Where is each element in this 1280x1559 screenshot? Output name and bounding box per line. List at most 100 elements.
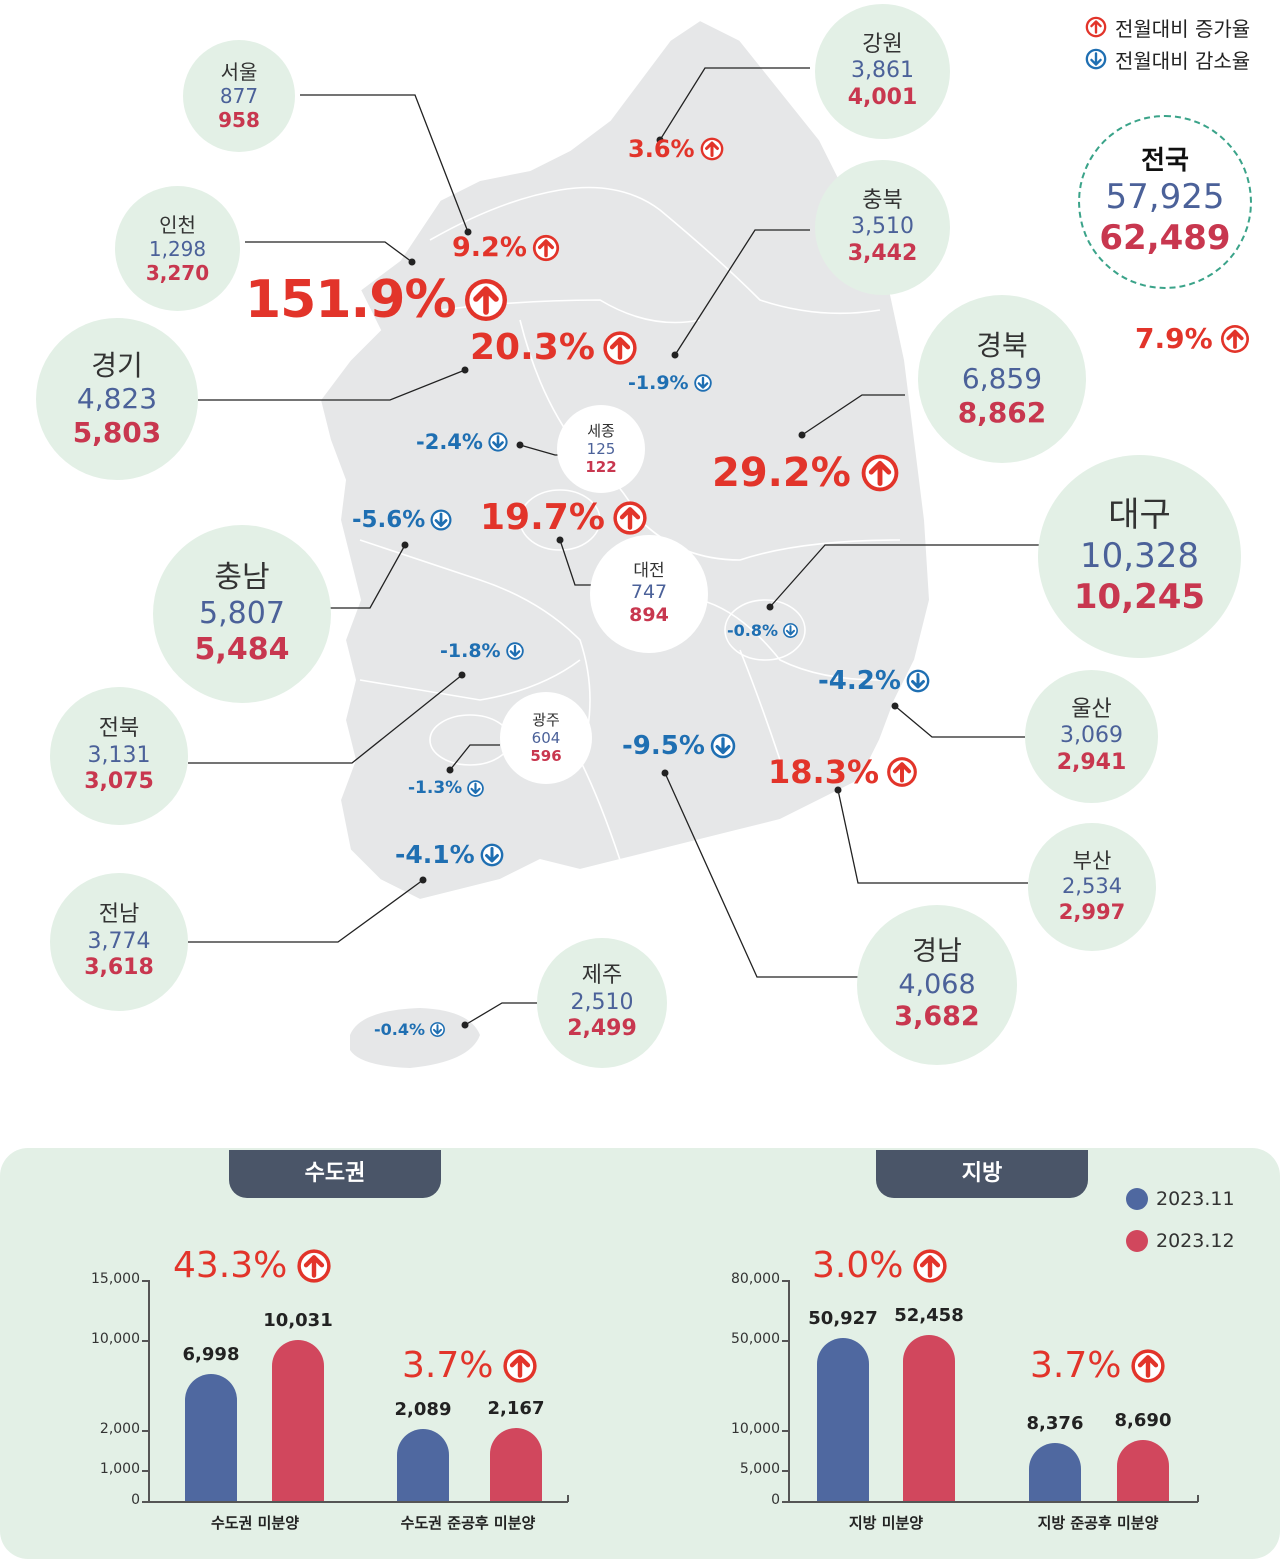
change-value: -1.8% bbox=[440, 640, 501, 662]
region-name: 부산 bbox=[1072, 849, 1112, 874]
change-gyeongnam: -9.5% bbox=[622, 731, 737, 761]
region-name: 충남 bbox=[214, 560, 270, 595]
arrow-down-circle-icon bbox=[782, 622, 799, 639]
change-ulsan: -4.2% bbox=[818, 666, 931, 696]
arrow-up-circle-icon bbox=[462, 276, 510, 324]
change-jeonbuk: -1.8% bbox=[440, 640, 525, 662]
region-name: 경기 bbox=[91, 348, 143, 382]
change-value: 3.7% bbox=[1030, 1345, 1122, 1386]
region-name: 전북 bbox=[98, 716, 140, 742]
region-jeju: 제주 2,510 2,499 bbox=[537, 938, 667, 1068]
change-value: 18.3% bbox=[768, 753, 880, 791]
national-change: 7.9% bbox=[1135, 322, 1251, 355]
region-curr: 122 bbox=[585, 458, 617, 476]
region-prev: 4,823 bbox=[76, 382, 158, 416]
change-jeju: -0.4% bbox=[374, 1020, 446, 1039]
change-value: -9.5% bbox=[622, 731, 705, 761]
chart-title-capital: 수도권 bbox=[229, 1150, 441, 1198]
change-chungnam: -5.6% bbox=[352, 507, 453, 533]
arrow-down-circle-icon bbox=[487, 431, 509, 453]
change-busan: 18.3% bbox=[768, 753, 919, 791]
legend-decrease: 전월대비 감소율 bbox=[1085, 44, 1250, 74]
change-value: -1.9% bbox=[628, 372, 689, 394]
chart-legend-prev: 2023.11 bbox=[1126, 1185, 1235, 1213]
change-local-completed: 3.7% bbox=[1030, 1345, 1167, 1386]
change-sejong: -2.4% bbox=[416, 430, 509, 454]
change-capital-unsold: 43.3% bbox=[173, 1245, 333, 1286]
national-prev: 57,925 bbox=[1105, 176, 1225, 217]
region-prev: 2,510 bbox=[570, 989, 634, 1015]
region-busan: 부산 2,534 2,997 bbox=[1028, 823, 1156, 951]
change-value: -4.1% bbox=[395, 840, 475, 869]
region-curr: 2,997 bbox=[1058, 899, 1126, 924]
national-circle: 전국 57,925 62,489 bbox=[1078, 115, 1252, 289]
chart-legend-curr: 2023.12 bbox=[1126, 1227, 1235, 1255]
change-value: 43.3% bbox=[173, 1245, 288, 1286]
change-capital-completed: 3.7% bbox=[402, 1345, 539, 1386]
region-gangwon: 강원 3,861 4,001 bbox=[815, 4, 950, 139]
region-daejeon: 대전 747 894 bbox=[590, 535, 708, 653]
change-value: -1.3% bbox=[408, 778, 463, 798]
region-prev: 125 bbox=[586, 440, 616, 458]
region-name: 울산 bbox=[1071, 696, 1112, 722]
national-name: 전국 bbox=[1141, 145, 1189, 176]
region-name: 서울 bbox=[220, 60, 258, 84]
legend-dot-blue-icon bbox=[1126, 1188, 1148, 1210]
region-curr: 3,270 bbox=[145, 260, 210, 285]
change-value: 3.0% bbox=[812, 1245, 904, 1286]
region-curr: 10,245 bbox=[1073, 576, 1206, 617]
arrow-down-circle-icon bbox=[429, 1021, 446, 1038]
arrow-up-circle-icon bbox=[859, 452, 901, 494]
arrow-up-circle-icon bbox=[911, 1247, 949, 1285]
region-name: 대구 bbox=[1108, 495, 1171, 536]
arrow-down-circle-icon bbox=[1085, 48, 1107, 70]
region-curr: 2,941 bbox=[1056, 749, 1127, 775]
region-ulsan: 울산 3,069 2,941 bbox=[1025, 670, 1158, 803]
arrow-up-circle-icon bbox=[601, 329, 639, 367]
change-local-unsold: 3.0% bbox=[812, 1245, 949, 1286]
region-jeonbuk: 전북 3,131 3,075 bbox=[50, 687, 188, 825]
change-value: 19.7% bbox=[480, 497, 605, 538]
leader-dots bbox=[401, 136, 899, 1029]
arrow-down-circle-icon bbox=[466, 779, 485, 798]
region-prev: 4,068 bbox=[898, 968, 976, 1000]
region-sejong: 세종 125 122 bbox=[557, 405, 645, 493]
region-curr: 894 bbox=[629, 604, 669, 627]
change-daegu: -0.8% bbox=[727, 621, 799, 640]
region-name: 제주 bbox=[581, 963, 623, 989]
arrow-down-circle-icon bbox=[505, 641, 525, 661]
region-name: 인천 bbox=[159, 212, 196, 237]
region-prev: 2,534 bbox=[1061, 874, 1123, 899]
change-seoul: 9.2% bbox=[452, 232, 561, 263]
region-curr: 2,499 bbox=[567, 1016, 637, 1042]
region-chungnam: 충남 5,807 5,484 bbox=[153, 525, 331, 703]
region-gyeongnam: 경남 4,068 3,682 bbox=[857, 905, 1017, 1065]
legend: 전월대비 증가율 전월대비 감소율 bbox=[1085, 12, 1250, 74]
change-value: -0.4% bbox=[374, 1020, 426, 1039]
region-seoul: 서울 877 958 bbox=[183, 40, 295, 152]
arrow-down-circle-icon bbox=[905, 668, 931, 694]
region-prev: 6,859 bbox=[961, 362, 1043, 396]
region-curr: 3,618 bbox=[84, 955, 154, 981]
change-value: -5.6% bbox=[352, 507, 426, 533]
change-value: -0.8% bbox=[727, 621, 779, 640]
region-gyeonggi: 경기 4,823 5,803 bbox=[36, 318, 198, 480]
region-curr: 5,484 bbox=[194, 632, 290, 667]
region-prev: 3,861 bbox=[851, 58, 914, 84]
chart-legend: 2023.11 2023.12 bbox=[1126, 1185, 1235, 1255]
region-name: 경남 bbox=[912, 936, 962, 968]
region-curr: 3,682 bbox=[894, 1001, 980, 1033]
region-prev: 3,131 bbox=[87, 742, 151, 768]
chart-title-local: 지방 bbox=[876, 1150, 1088, 1198]
region-prev: 10,328 bbox=[1080, 536, 1199, 577]
change-jeonnam: -4.1% bbox=[395, 840, 505, 869]
region-incheon: 인천 1,298 3,270 bbox=[115, 186, 240, 311]
chart-legend-curr-label: 2023.12 bbox=[1156, 1230, 1235, 1252]
region-name: 전남 bbox=[98, 902, 140, 928]
region-name: 세종 bbox=[587, 422, 615, 440]
arrow-up-circle-icon bbox=[295, 1247, 333, 1285]
chart-legend-prev-label: 2023.11 bbox=[1156, 1188, 1235, 1210]
arrow-up-circle-icon bbox=[885, 755, 919, 789]
region-curr: 958 bbox=[218, 108, 260, 132]
change-gangwon: 3.6% bbox=[628, 135, 725, 163]
